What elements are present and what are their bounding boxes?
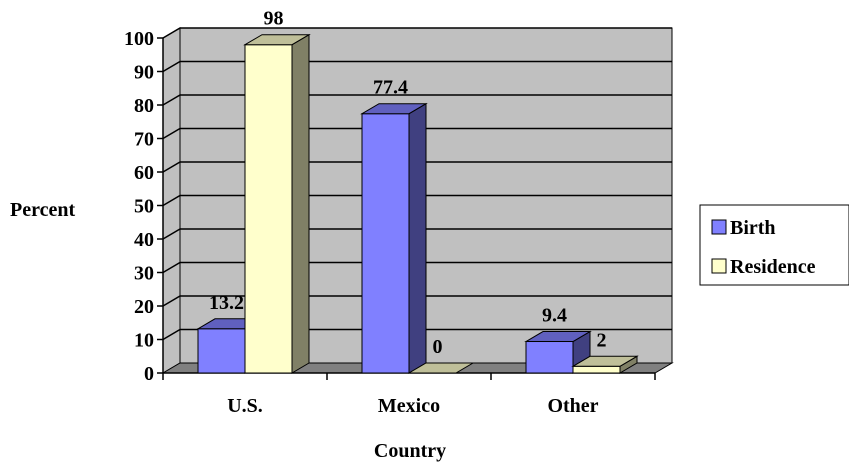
legend-swatch-birth bbox=[711, 219, 727, 235]
category-label: U.S. bbox=[227, 395, 263, 417]
bars bbox=[196, 33, 639, 374]
gridline bbox=[162, 94, 672, 106]
gridline bbox=[162, 161, 672, 173]
y-tick-label: 60 bbox=[134, 162, 154, 184]
bar-birth-other bbox=[524, 330, 592, 374]
y-tick-label: 30 bbox=[134, 263, 154, 285]
gridline bbox=[162, 295, 672, 307]
legend: Birth Residence bbox=[699, 204, 849, 286]
category-labels: U.S. Mexico Other bbox=[227, 395, 598, 417]
gridlines bbox=[162, 27, 672, 341]
y-tick-label: 80 bbox=[134, 95, 154, 117]
gridline bbox=[162, 27, 672, 39]
legend-label-residence: Residence bbox=[730, 256, 816, 278]
y-tick-label: 50 bbox=[134, 196, 154, 218]
y-tick-label: 20 bbox=[134, 296, 154, 318]
y-tick-labels: 0 10 20 30 40 50 60 70 80 90 100 bbox=[124, 28, 154, 385]
bar-side bbox=[291, 33, 310, 374]
gridline bbox=[162, 127, 672, 140]
y-tick-label: 100 bbox=[124, 28, 154, 50]
data-label: 77.4 bbox=[373, 77, 408, 99]
bar-top bbox=[407, 362, 475, 374]
y-tick-label: 0 bbox=[144, 363, 154, 385]
y-axis-title: Percent bbox=[10, 199, 75, 221]
data-label: 9.4 bbox=[542, 305, 567, 327]
bar-residence-mexico bbox=[407, 362, 475, 374]
bar-top bbox=[360, 103, 428, 115]
data-label: 0 bbox=[433, 336, 443, 358]
y-tick-label: 10 bbox=[134, 330, 154, 352]
y-tick-label: 70 bbox=[134, 129, 154, 151]
data-label: 98 bbox=[264, 8, 284, 30]
gridline bbox=[162, 328, 672, 341]
bar-front bbox=[197, 328, 246, 374]
bar-top bbox=[243, 34, 311, 46]
legend-swatch-residence bbox=[711, 258, 727, 274]
bar-front bbox=[361, 113, 410, 374]
data-labels: 13.2 98 77.4 0 9.4 2 bbox=[209, 8, 607, 358]
data-label: 13.2 bbox=[209, 292, 244, 314]
y-tick-label: 40 bbox=[134, 229, 154, 251]
gridline bbox=[162, 60, 672, 73]
bar-top bbox=[524, 331, 592, 343]
bar-front bbox=[572, 365, 621, 374]
bar-side bbox=[408, 102, 427, 374]
legend-label-birth: Birth bbox=[730, 217, 776, 239]
x-axis-title: Country bbox=[374, 440, 446, 462]
gridline bbox=[162, 228, 672, 240]
bar-front bbox=[525, 341, 574, 374]
bar-residence-other bbox=[571, 355, 639, 374]
y-tick-label: 90 bbox=[134, 62, 154, 84]
bar-top bbox=[571, 355, 639, 367]
data-label: 2 bbox=[597, 329, 607, 351]
bar-residence-us bbox=[243, 33, 311, 374]
gridline bbox=[162, 194, 672, 207]
bar-birth-mexico bbox=[360, 102, 428, 374]
category-label: Mexico bbox=[378, 395, 440, 417]
gridline bbox=[162, 261, 672, 274]
bar-front bbox=[244, 44, 293, 374]
category-label: Other bbox=[547, 395, 598, 417]
legend-box bbox=[699, 204, 849, 286]
